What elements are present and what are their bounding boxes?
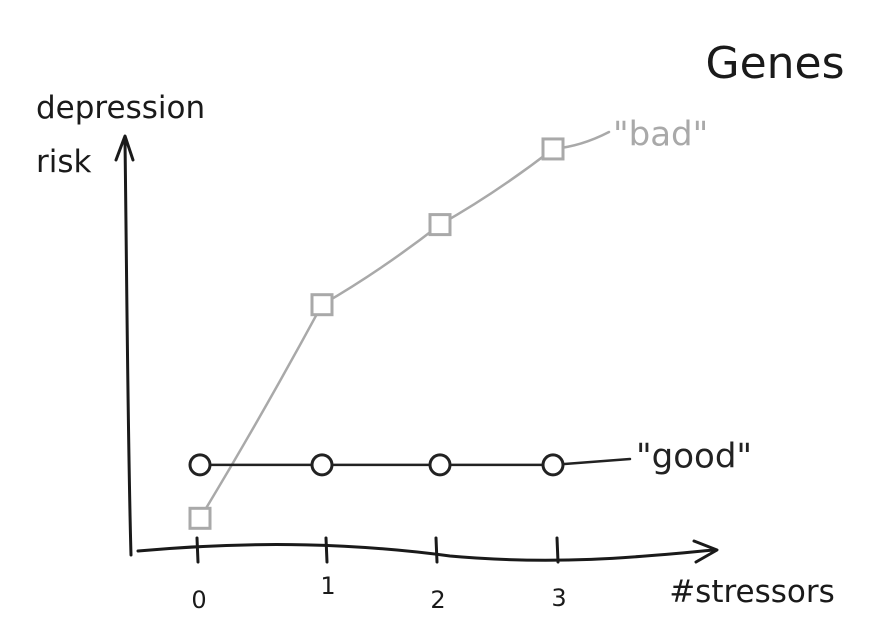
good-point-1 [310, 453, 334, 477]
x-tick-label-1: 1 [320, 572, 335, 600]
x-tick-label-0: 0 [191, 586, 206, 614]
x-axis-label: #stressors [669, 574, 835, 610]
y-axis-label-line-2: risk [36, 144, 92, 180]
bad-point-1 [310, 293, 334, 317]
bad-point-2 [428, 213, 452, 237]
x-tick-label-3: 3 [551, 584, 566, 612]
series-line-good [198, 457, 632, 467]
y-axis-arrowhead [114, 134, 135, 162]
x-axis-arrowhead [692, 539, 719, 564]
good-point-0 [188, 453, 212, 477]
x-tick-2 [434, 536, 439, 564]
good-point-3 [541, 453, 565, 477]
good-point-2 [428, 453, 452, 477]
x-axis-line [136, 543, 715, 562]
x-tick-1 [324, 536, 329, 564]
series-label-good: "good" [636, 437, 752, 477]
series-group: "bad" "good" [188, 115, 752, 530]
x-tick-0 [195, 536, 200, 564]
bad-point-0 [188, 506, 212, 530]
x-tick-label-2: 2 [430, 586, 445, 614]
bad-point-3 [541, 137, 565, 161]
x-tick-3 [555, 536, 560, 564]
y-axis-line [123, 138, 133, 557]
series-label-bad: "bad" [613, 115, 708, 155]
chart-title: Genes [705, 38, 844, 89]
x-ticks-group: 0 1 2 3 [191, 536, 567, 614]
y-axis-label-line-1: depression [36, 90, 205, 126]
